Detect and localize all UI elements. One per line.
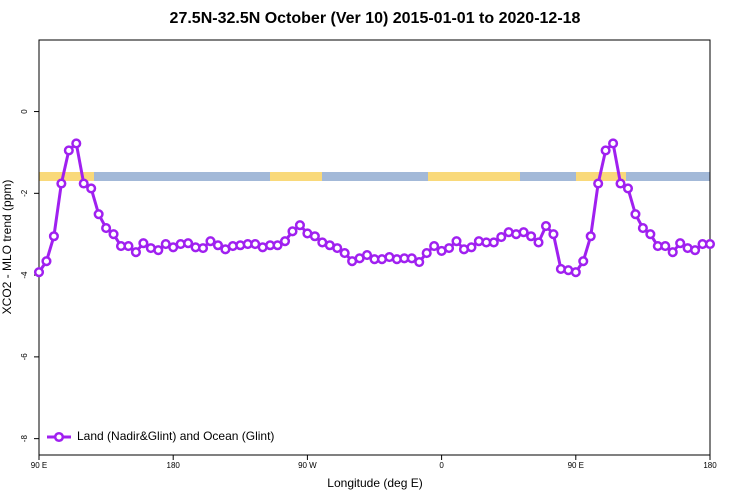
data-point <box>667 247 678 258</box>
data-point <box>526 231 537 242</box>
legend-label: Land (Nadir&Glint) and Ocean (Glint) <box>77 429 274 443</box>
data-point <box>56 178 67 189</box>
x-tick-label: 0 <box>439 461 444 470</box>
data-point <box>63 145 74 156</box>
data-point <box>123 241 134 252</box>
data-point <box>33 267 45 278</box>
data-point <box>444 243 455 254</box>
data-point <box>622 183 634 194</box>
data-point <box>183 238 194 249</box>
data-point <box>421 247 432 259</box>
land-ocean-band <box>39 172 710 181</box>
data-point <box>675 238 686 249</box>
y-tick-label: 0 <box>20 109 29 114</box>
data-point <box>309 231 320 242</box>
land-band <box>270 172 322 181</box>
data-point <box>71 138 82 149</box>
x-tick-label: 180 <box>167 461 181 470</box>
data-point <box>41 256 52 267</box>
data-point <box>279 236 291 247</box>
data-point <box>704 238 716 250</box>
data-point <box>496 232 507 243</box>
data-point <box>86 183 97 194</box>
data-point <box>608 138 619 149</box>
data-point <box>429 241 440 252</box>
data-point <box>570 267 581 278</box>
data-point <box>406 253 417 264</box>
data-point <box>540 220 552 232</box>
data-point <box>585 231 596 242</box>
chart-title: 27.5N-32.5N October (Ver 10) 2015-01-01 … <box>170 10 581 27</box>
data-point <box>414 256 425 268</box>
data-point <box>660 241 671 252</box>
data-point <box>212 240 223 251</box>
data-point <box>78 178 89 189</box>
data-point <box>518 227 529 238</box>
data-point <box>205 236 216 247</box>
land-band <box>39 172 94 181</box>
y-axis-label: XCO2 - MLO trend (ppm) <box>0 180 14 315</box>
data-point <box>533 237 544 248</box>
data-point <box>637 223 648 234</box>
data-point <box>615 178 626 189</box>
data-point <box>197 243 209 254</box>
data-point <box>466 242 477 253</box>
data-point <box>93 209 104 220</box>
data-point <box>48 231 59 242</box>
legend-marker <box>53 431 65 443</box>
y-tick-label: -6 <box>20 353 29 361</box>
ocean-band <box>39 172 710 181</box>
data-point <box>153 245 164 256</box>
data-point <box>548 229 559 240</box>
land-band <box>428 172 520 181</box>
data-point <box>578 256 589 267</box>
data-point <box>600 145 611 156</box>
data-point <box>287 226 298 237</box>
x-tick-label: 90 E <box>31 461 47 470</box>
x-tick-label: 180 <box>703 461 717 470</box>
x-axis-label: Longitude (deg E) <box>327 476 422 490</box>
y-tick-label: -2 <box>20 189 29 197</box>
data-point <box>130 247 141 258</box>
data-point <box>272 240 283 251</box>
y-tick-label: -4 <box>20 271 29 279</box>
data-point <box>361 250 373 261</box>
y-tick-label: -8 <box>20 435 29 443</box>
x-tick-label: 90 E <box>568 461 584 470</box>
data-point <box>593 178 604 189</box>
data-point <box>101 223 112 234</box>
data-point <box>645 229 656 240</box>
data-point <box>451 236 462 247</box>
data-point <box>138 238 149 249</box>
data-point <box>108 229 119 240</box>
data-point <box>488 237 499 248</box>
data-point <box>690 245 701 256</box>
data-point <box>630 209 641 220</box>
x-tick-label: 90 W <box>298 461 317 470</box>
data-point <box>339 247 350 259</box>
data-point <box>332 243 343 254</box>
data-point <box>294 220 305 231</box>
